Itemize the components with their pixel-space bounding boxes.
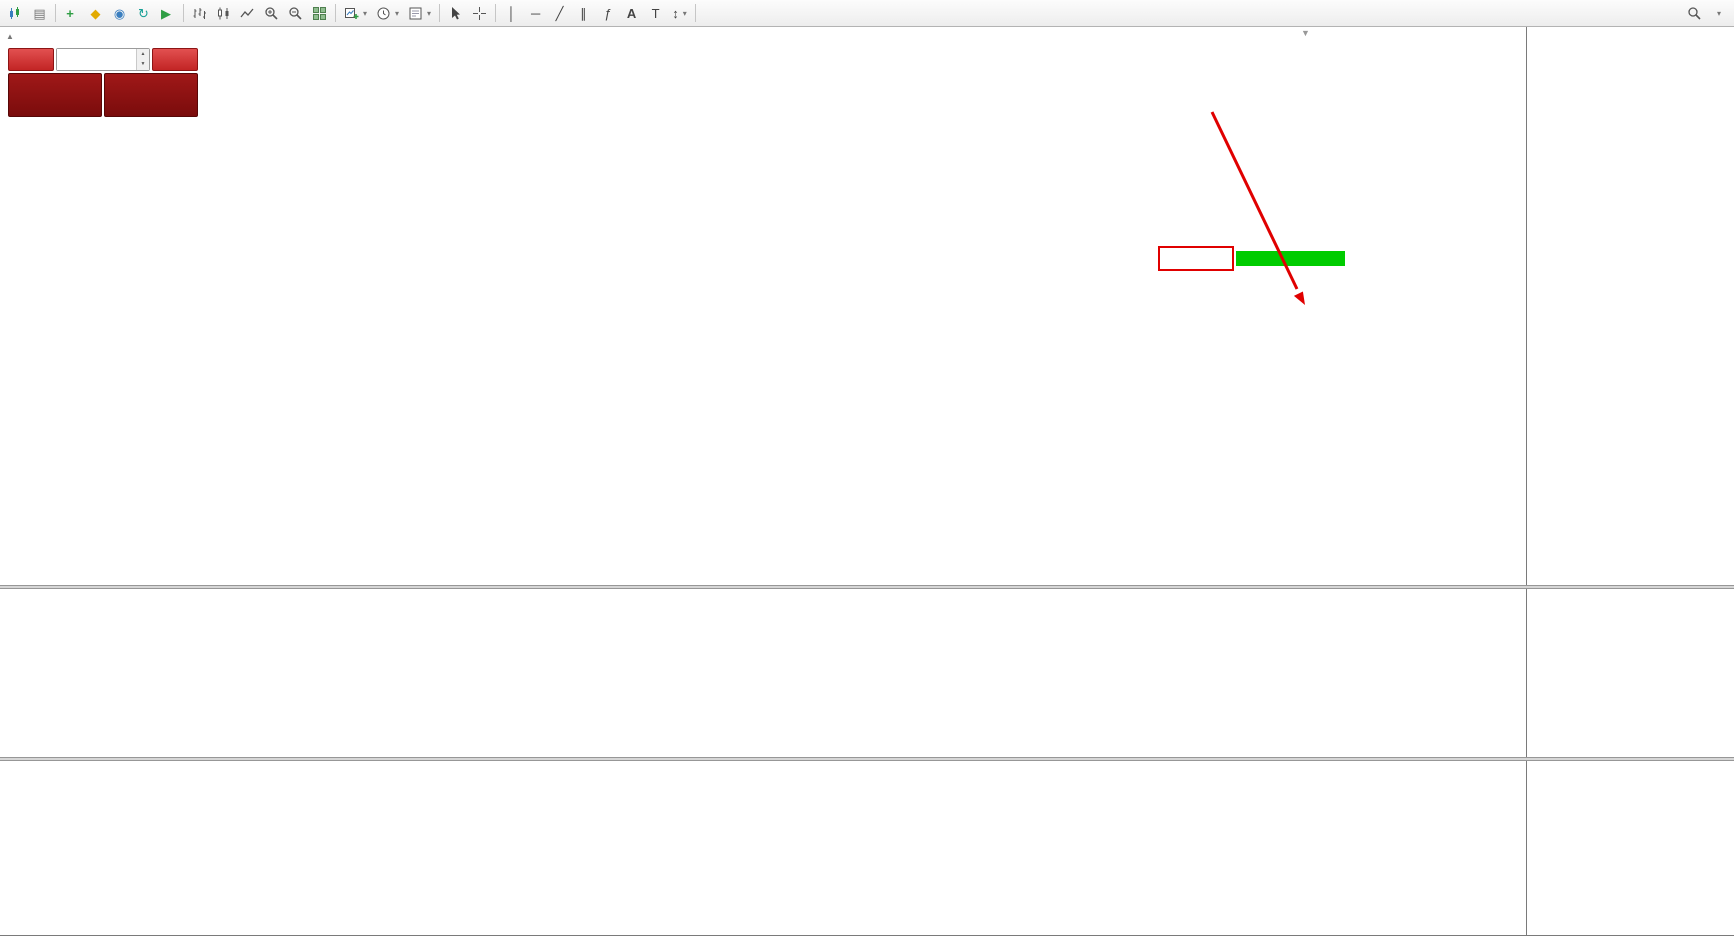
profiles-button[interactable]: ▤ [28,2,51,24]
zoom-in-icon [265,6,278,20]
line-chart-icon [240,8,254,17]
trendline-button[interactable]: ╱ [548,2,571,24]
price-callout-label[interactable] [1158,246,1234,271]
play-icon: ▶ [161,5,171,21]
label-icon: T [651,5,660,21]
toolbar-separator [695,4,697,22]
chart-window-button[interactable] [4,2,27,24]
refresh-icon: ↻ [138,5,149,21]
clock-icon [377,7,390,19]
profiles-icon: ▤ [33,5,46,21]
vertical-line-button[interactable]: │ [500,2,523,24]
toolbar-separator [335,4,336,22]
vertical-line-icon: │ [507,5,516,21]
candlestick-chart-button[interactable] [212,2,235,24]
chevron-down-icon: ▾ [1716,8,1721,18]
toolbar-separator [495,4,497,22]
crosshair-button[interactable] [468,2,491,24]
horizontal-line-icon: ─ [530,5,541,21]
text-icon: A [626,5,637,21]
arrows-icon: ↕ [672,5,679,21]
one-click-header-row: ▲ ▼ [8,48,198,71]
buy-button[interactable] [152,48,198,71]
fibonacci-button[interactable]: ƒ [596,2,619,24]
tile-windows-button[interactable] [308,2,331,24]
fibonacci-icon: ƒ [603,5,612,21]
volume-decrease-button[interactable]: ▼ [137,59,149,70]
chevron-down-icon: ▾ [427,8,432,18]
template-icon [409,7,422,19]
one-click-price-row [8,73,198,117]
zoom-out-button[interactable] [284,2,307,24]
new-chart-button[interactable]: ▾ [340,2,371,24]
bar-chart-icon [193,7,206,19]
chevron-down-icon: ▾ [395,8,400,18]
search-button[interactable] [1683,2,1706,24]
search-icon [1688,6,1701,20]
sell-price-button[interactable] [8,73,102,117]
one-click-collapse-button[interactable]: ▲ [6,32,14,41]
tile-windows-icon [313,6,326,20]
new-order-button[interactable]: + [60,2,83,24]
buy-price-button[interactable] [104,73,198,117]
toolbar-separator [439,4,441,22]
time-axis[interactable] [0,935,1734,952]
one-click-trading-panel: ▲ ▼ [8,48,198,117]
plus-icon: + [66,5,74,21]
chevron-down-icon: ▾ [363,8,368,18]
chart-window-icon [10,6,19,19]
label-button[interactable]: T [644,2,667,24]
market-watch-button[interactable]: ◉ [108,2,131,24]
pane-separator[interactable] [0,585,1734,589]
pane-separator[interactable] [0,757,1734,761]
refresh-button[interactable]: ↻ [132,2,155,24]
chart-shift-marker[interactable]: ▼ [1301,28,1310,38]
timeframe-menu-button[interactable]: ▾ [372,2,403,24]
channel-button[interactable]: ∥ [572,2,595,24]
highlight-rectangle[interactable] [1236,251,1345,266]
line-chart-button[interactable] [236,2,259,24]
price-scale[interactable] [1526,27,1734,935]
zoom-in-button[interactable] [260,2,283,24]
template-menu-button[interactable]: ▾ [404,2,435,24]
toolbar: ▤ + ◆ ◉ ↻ ▶ ▾ ▾ ▾ │ ─ ╱ ∥ ƒ A T ↕ [0,0,1734,27]
market-watch-icon: ◉ [113,5,126,21]
metaeditor-icon: ◆ [90,5,101,21]
trendline-icon: ╱ [555,5,564,21]
macd-label [6,591,12,603]
chevron-down-icon: ▾ [682,8,687,18]
new-chart-icon [345,7,359,19]
text-button[interactable]: A [620,2,643,24]
toolbar-separator [183,4,184,22]
rsi-label [6,764,12,776]
candlestick-chart-icon [218,7,229,19]
toolbar-separator [55,4,56,22]
bar-chart-button[interactable] [188,2,211,24]
chart-title [20,31,26,45]
volume-spinner: ▲ ▼ [136,49,149,70]
cursor-icon [452,6,461,19]
channel-icon: ∥ [580,5,587,21]
arrows-button[interactable]: ↕ ▾ [668,2,691,24]
zoom-out-icon [289,6,302,20]
volume-increase-button[interactable]: ▲ [137,49,149,60]
toolbar-options-button[interactable]: ▾ [1707,2,1730,24]
autotrading-button[interactable]: ▶ [156,2,179,24]
sell-button[interactable] [8,48,54,71]
volume-input[interactable] [57,49,136,70]
cursor-button[interactable] [444,2,467,24]
volume-control: ▲ ▼ [56,48,150,71]
crosshair-icon [473,6,487,20]
metaeditor-button[interactable]: ◆ [84,2,107,24]
horizontal-line-button[interactable]: ─ [524,2,547,24]
